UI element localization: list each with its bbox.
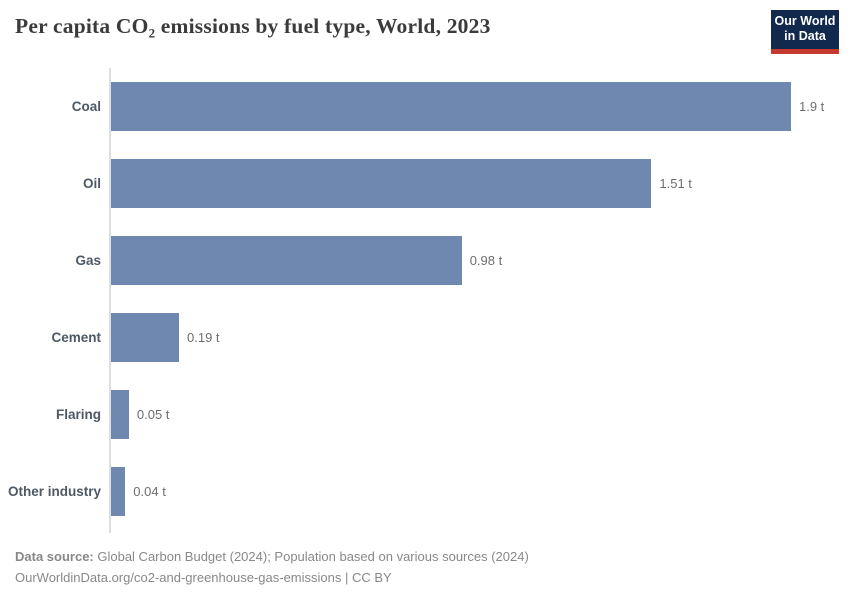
category-label: Flaring [55,407,101,422]
bar-row: Coal 1.9 t [0,82,850,131]
category-label: Coal [71,99,101,114]
bar-chart: Coal 1.9 t Oil 1.51 t Gas 0.98 t Cement … [0,68,850,535]
bar[interactable] [111,82,791,131]
bar-row: Flaring 0.05 t [0,390,850,439]
bar-row: Cement 0.19 t [0,313,850,362]
bar[interactable] [111,159,652,208]
value-label: 1.51 t [659,176,692,191]
value-label: 0.98 t [469,253,503,268]
bar-row: Gas 0.98 t [0,236,850,285]
owid-logo-line1: Our World [774,14,836,28]
owid-url-license[interactable]: OurWorldinData.org/co2-and-greenhouse-ga… [15,570,392,585]
value-label: 0.04 t [133,484,166,499]
owid-logo-accent-bar [771,49,839,54]
data-source-label: Data source: [15,549,94,564]
bar[interactable] [111,390,129,439]
bar[interactable] [111,313,179,362]
bar-rows: Coal 1.9 t Oil 1.51 t Gas 0.98 t Cement … [0,82,850,516]
bar[interactable] [111,467,126,516]
category-label: Gas [75,253,101,268]
category-label: Oil [82,176,101,191]
category-label: Cement [51,330,101,345]
owid-logo-box: Our World in Data [771,10,839,49]
y-axis-line [109,68,111,533]
value-label: 0.19 t [187,330,220,345]
data-source-line: Data source: Global Carbon Budget (2024)… [15,546,529,567]
chart-footer: Data source: Global Carbon Budget (2024)… [15,546,529,588]
owid-logo-line2: in Data [784,29,826,43]
value-label: 1.9 t [799,99,825,114]
bar-row: Oil 1.51 t [0,159,850,208]
data-source-text: Global Carbon Budget (2024); Population … [93,549,529,564]
value-label: 0.05 t [136,407,170,422]
owid-logo[interactable]: Our World in Data [771,10,839,54]
bar-row: Other industry 0.04 t [0,467,850,516]
category-label: Other industry [7,484,101,499]
bar[interactable] [111,236,462,285]
chart-title: Per capita CO₂ emissions by fuel type, W… [15,14,491,38]
